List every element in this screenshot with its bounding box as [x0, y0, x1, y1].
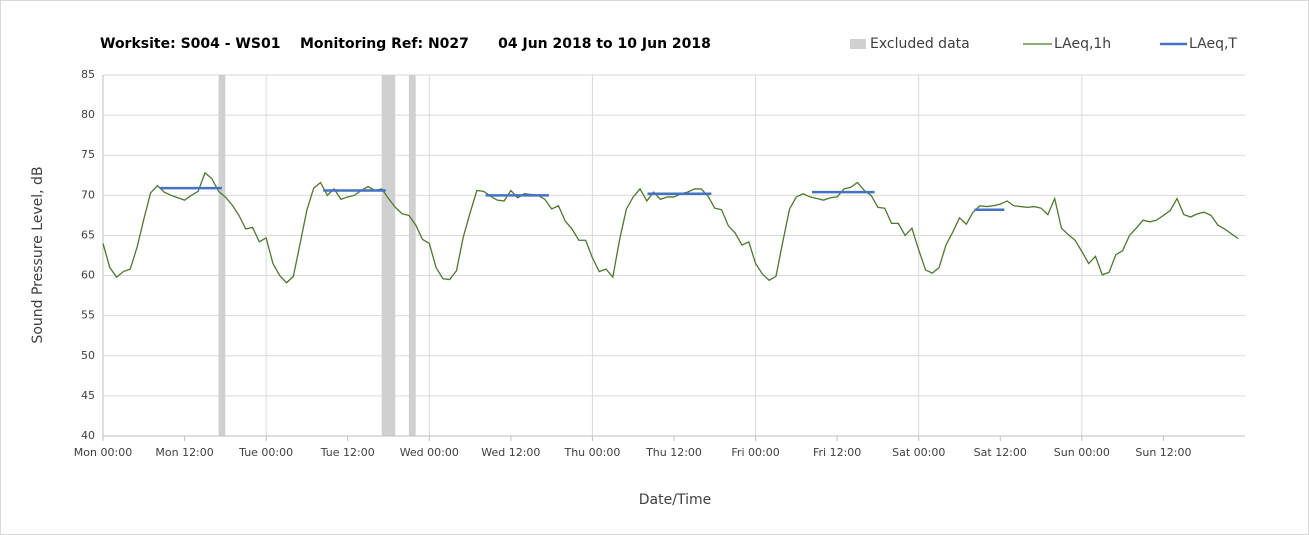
x-tick-label: Thu 12:00	[645, 446, 702, 459]
x-tick-label: Tue 12:00	[320, 446, 375, 459]
y-tick-label: 45	[81, 389, 95, 402]
x-tick-label: Sat 00:00	[892, 446, 945, 459]
y-tick-label: 50	[81, 349, 95, 362]
y-tick-label: 65	[81, 228, 95, 241]
excluded-band	[381, 75, 396, 436]
y-tick-label: 40	[81, 429, 95, 442]
legend-label: Excluded data	[870, 36, 970, 52]
y-tick-label: 80	[81, 108, 95, 121]
y-tick-label: 70	[81, 188, 95, 201]
x-tick-label: Sat 12:00	[974, 446, 1027, 459]
excluded-band	[218, 75, 226, 436]
x-tick-label: Wed 00:00	[400, 446, 459, 459]
excluded-band	[408, 75, 416, 436]
x-tick-label: Mon 00:00	[74, 446, 132, 459]
y-tick-label: 55	[81, 309, 95, 322]
x-tick-label: Fri 12:00	[813, 446, 861, 459]
legend-label: LAeq,T	[1189, 36, 1237, 52]
y-tick-label: 75	[81, 148, 95, 161]
legend-label: LAeq,1h	[1054, 36, 1111, 52]
x-tick-label: Thu 00:00	[563, 446, 620, 459]
x-tick-label: Tue 00:00	[238, 446, 293, 459]
x-tick-label: Sun 12:00	[1135, 446, 1191, 459]
x-tick-label: Mon 12:00	[155, 446, 213, 459]
chart-title: Worksite: S004 - WS01 Monitoring Ref: N0…	[100, 36, 711, 52]
legend-swatch	[850, 39, 866, 49]
line-series	[102, 171, 1239, 284]
x-axis-label: Date/Time	[639, 492, 711, 508]
y-tick-label: 60	[81, 269, 95, 282]
x-tick-label: Fri 00:00	[731, 446, 779, 459]
y-axis-label: Sound Pressure Level, dB	[30, 166, 46, 343]
x-tick-label: Sun 00:00	[1054, 446, 1110, 459]
y-tick-label: 85	[81, 68, 95, 81]
x-tick-label: Wed 12:00	[481, 446, 540, 459]
